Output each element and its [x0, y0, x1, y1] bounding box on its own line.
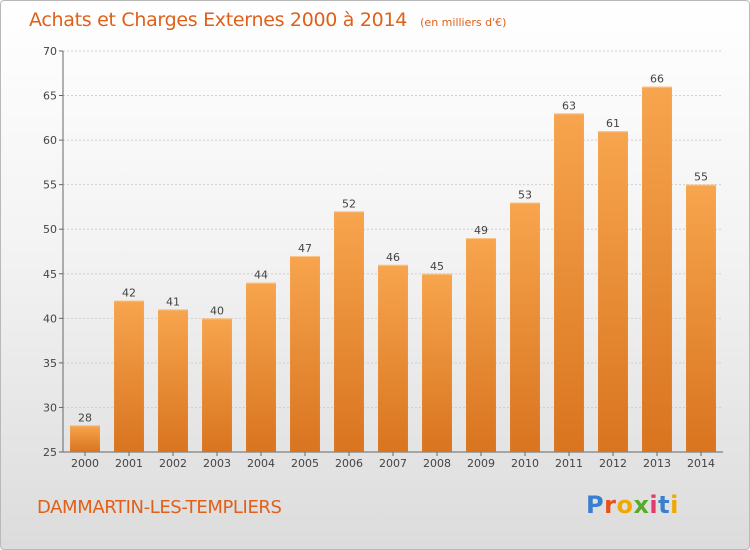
- chart-title: Achats et Charges Externes 2000 à 2014: [29, 9, 408, 31]
- y-tick-label: 65: [43, 90, 57, 103]
- y-tick-label: 55: [43, 179, 57, 192]
- bar: [686, 184, 716, 452]
- logo-letter: r: [604, 491, 617, 519]
- x-tick-label: 2013: [643, 457, 671, 470]
- x-tick-label: 2006: [335, 457, 363, 470]
- chart-subtitle: (en milliers d'€): [420, 16, 507, 29]
- data-label: 66: [650, 73, 664, 86]
- labels: 25 30 35 40 45 50 55 60 65 70 28 2000 42 2001 41 2002 40…: [43, 45, 715, 470]
- bars: [70, 86, 716, 453]
- bar: [422, 273, 452, 452]
- bar: [158, 309, 188, 452]
- proxiti-logo: Proxiti: [586, 491, 679, 519]
- x-tick-label: 2005: [291, 457, 319, 470]
- data-label: 45: [430, 260, 444, 273]
- data-label: 42: [122, 287, 136, 300]
- data-label: 61: [606, 117, 620, 130]
- bar: [290, 255, 320, 452]
- bar: [510, 202, 540, 452]
- bar: [246, 282, 276, 452]
- y-tick-label: 30: [43, 401, 57, 414]
- data-label: 44: [254, 269, 268, 282]
- bar: [202, 318, 232, 452]
- x-tick-label: 2011: [555, 457, 583, 470]
- bar: [70, 425, 100, 452]
- bar: [334, 211, 364, 452]
- y-tick-label: 35: [43, 357, 57, 370]
- logo-letter: i: [649, 491, 659, 519]
- commune-name: DAMMARTIN-LES-TEMPLIERS: [37, 497, 282, 518]
- data-label: 55: [694, 171, 708, 184]
- data-label: 53: [518, 188, 532, 201]
- y-tick-label: 60: [43, 134, 57, 147]
- x-tick-label: 2001: [115, 457, 143, 470]
- x-tick-label: 2000: [71, 457, 99, 470]
- y-tick-label: 45: [43, 268, 57, 281]
- x-tick-label: 2002: [159, 457, 187, 470]
- x-tick-label: 2012: [599, 457, 627, 470]
- data-label: 47: [298, 242, 312, 255]
- x-tick-label: 2014: [687, 457, 715, 470]
- bar: [598, 131, 628, 452]
- logo-letter: t: [658, 491, 671, 519]
- x-tick-label: 2003: [203, 457, 231, 470]
- y-tick-label: 70: [43, 45, 57, 58]
- title-row: Achats et Charges Externes 2000 à 2014 (…: [29, 9, 506, 31]
- x-tick-label: 2004: [247, 457, 275, 470]
- data-label: 28: [78, 411, 92, 424]
- bar: [378, 264, 408, 452]
- x-tick-label: 2007: [379, 457, 407, 470]
- data-label: 41: [166, 295, 180, 308]
- data-label: 40: [210, 304, 224, 317]
- data-label: 46: [386, 251, 400, 264]
- y-tick-label: 40: [43, 312, 57, 325]
- x-tick-label: 2009: [467, 457, 495, 470]
- logo-letter: i: [670, 491, 679, 519]
- logo-letter: x: [633, 491, 650, 519]
- x-tick-label: 2010: [511, 457, 539, 470]
- data-label: 49: [474, 224, 488, 237]
- bar: [554, 113, 584, 452]
- x-tick-label: 2008: [423, 457, 451, 470]
- y-tick-label: 50: [43, 223, 57, 236]
- data-label: 63: [562, 99, 576, 112]
- bar: [466, 238, 496, 452]
- logo-letter: o: [616, 491, 634, 519]
- bar: [114, 300, 144, 452]
- bar: [642, 86, 672, 453]
- logo-letter: P: [586, 491, 605, 519]
- y-tick-label: 25: [43, 446, 57, 459]
- data-label: 52: [342, 197, 356, 210]
